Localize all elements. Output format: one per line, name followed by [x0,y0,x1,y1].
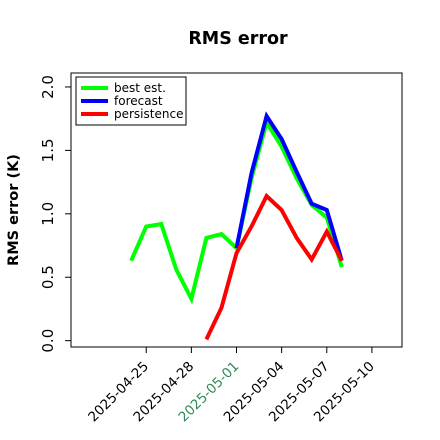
legend-label: persistence [114,107,183,121]
chart-title: RMS error [188,29,288,49]
y-tick-label: 0.0 [39,329,57,353]
series-line-forecast [234,111,344,262]
series-layer [129,111,344,341]
legend-label: forecast [114,94,163,108]
legend-label: best est. [114,81,166,95]
y-tick-label: 0.5 [39,265,57,289]
y-tick-label: 2.0 [39,75,57,99]
series-line-persistence [204,192,344,341]
y-tick-label: 1.5 [39,138,57,162]
y-tick-label: 1.0 [39,202,57,226]
y-axis-label: RMS error (K) [6,154,22,266]
y-axis: 0.0 0.5 1.0 1.5 2.0 [39,75,71,353]
